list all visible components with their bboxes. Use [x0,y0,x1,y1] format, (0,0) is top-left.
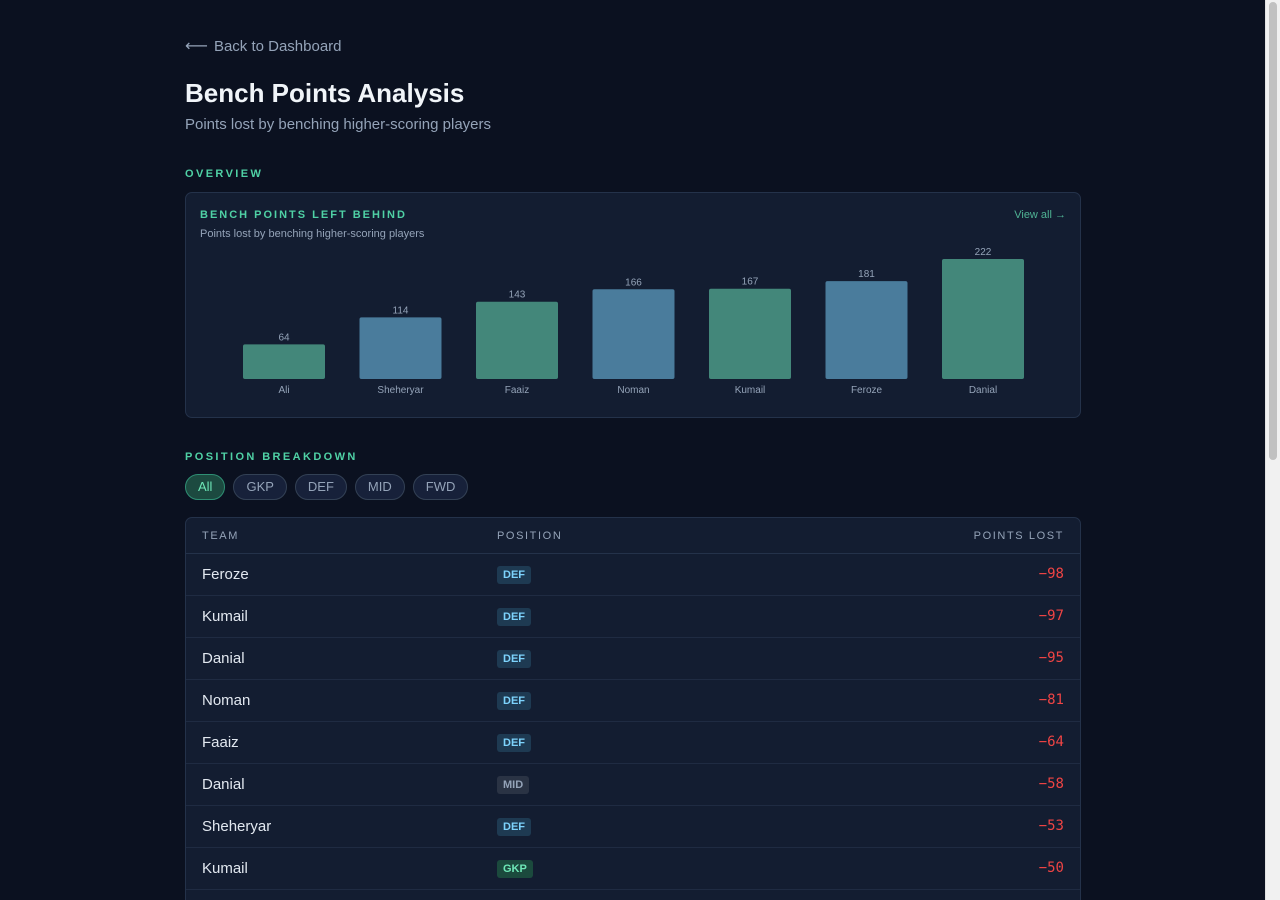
bar-category-label: Ali [278,385,289,396]
chart-card-subtitle: Points lost by benching higher-scoring p… [200,228,425,240]
bench-points-chart-card: BENCH POINTS LEFT BEHIND Points lost by … [185,192,1081,418]
position-filter-group: All GKP DEF MID FWD [185,474,469,500]
back-link-label: Back to Dashboard [213,38,342,55]
filter-pill-gkp[interactable]: GKP [233,474,287,500]
bar-value-label: 181 [858,269,875,280]
table-row[interactable]: Faaiz DEF −64 [186,722,1080,764]
filter-pill-def[interactable]: DEF [294,474,347,500]
bar-category-label: Danial [969,385,997,396]
points-lost-value: −50 [1038,860,1064,876]
bar-value-label: 166 [625,277,642,288]
vertical-scrollbar[interactable] [1265,0,1280,900]
table-body: Feroze DEF −98 Kumail DEF −97 Danial DEF −95 Noma… [186,554,1080,900]
team-name: Feroze [202,566,249,583]
column-header-position: POSITION [497,530,563,542]
team-name: Kumail [202,860,248,877]
table-row[interactable]: Danial MID −58 [186,764,1080,806]
view-all-link[interactable]: View all → [1014,209,1066,221]
table-header: TEAM POSITION POINTS LOST [186,518,1080,554]
table-row[interactable]: Kumail GKP −50 [186,848,1080,890]
points-lost-value: −64 [1038,734,1064,750]
bench-points-bar-chart: 64 Ali 114 Sheheryar 143 Faaiz 166 Noman 167 Kuma… [243,247,1024,396]
position-badge: DEF [497,650,531,668]
position-badge: DEF [497,818,531,836]
bar-kumail[interactable] [709,288,791,379]
points-lost-value: −58 [1038,776,1064,792]
column-header-points-lost: POINTS LOST [973,530,1064,542]
position-badge: DEF [497,692,531,710]
chart-card-title: BENCH POINTS LEFT BEHIND [200,209,407,221]
position-breakdown-section-label: POSITION BREAKDOWN [185,451,358,463]
table-row[interactable]: NomanMID−48 [186,890,1080,900]
bar-ali[interactable] [243,344,325,379]
bar-value-label: 64 [278,332,290,343]
position-badge: MID [497,776,530,794]
bar-category-label: Feroze [851,385,883,396]
points-lost-value: −98 [1038,566,1064,582]
filter-pill-fwd[interactable]: FWD [412,474,469,500]
page-subtitle: Points lost by benching higher-scoring p… [185,116,491,133]
bar-faaiz[interactable] [476,301,558,379]
bar-category-label: Noman [617,385,649,396]
table-row[interactable]: Danial DEF −95 [186,638,1080,680]
position-badge: DEF [497,608,531,626]
position-badge: DEF [497,566,531,584]
bar-category-label: Sheheryar [377,385,424,396]
bar-category-label: Kumail [735,385,766,396]
team-name: Sheheryar [202,818,272,835]
team-name: Danial [202,650,245,667]
page-title: Bench Points Analysis [185,78,465,108]
team-name: Noman [202,692,251,709]
position-badge: GKP [497,860,533,878]
bar-value-label: 143 [509,290,526,301]
bar-value-label: 167 [742,277,759,288]
scrollbar-thumb[interactable] [1269,2,1277,460]
bar-category-label: Faaiz [505,385,529,396]
table-row[interactable]: Noman DEF −81 [186,680,1080,722]
table-row[interactable]: Kumail DEF −97 [186,596,1080,638]
filter-pill-mid[interactable]: MID [354,474,405,500]
bar-danial[interactable] [942,259,1024,379]
bar-noman[interactable] [592,289,675,379]
position-badge: DEF [497,734,531,752]
bar-feroze[interactable] [825,281,908,379]
team-name: Kumail [202,608,248,625]
back-to-dashboard-link[interactable]: ⟵ Back to Dashboard [185,36,342,56]
points-lost-value: −81 [1038,692,1064,708]
points-lost-value: −95 [1038,650,1064,666]
bar-value-label: 114 [393,305,409,316]
filter-pill-all[interactable]: All [185,474,226,500]
table-row[interactable]: Feroze DEF −98 [186,554,1080,596]
points-lost-value: −97 [1038,608,1064,624]
bar-sheheryar[interactable] [359,317,442,379]
team-name: Danial [202,776,245,793]
arrow-left-icon: ⟵ [185,38,208,55]
team-name: Faaiz [202,734,239,751]
points-lost-value: −53 [1038,818,1064,834]
bar-value-label: 222 [975,247,992,258]
table-row[interactable]: Sheheryar DEF −53 [186,806,1080,848]
overview-section-label: OVERVIEW [185,168,264,180]
points-lost-table: TEAM POSITION POINTS LOST Feroze DEF −98 Ku… [185,517,1081,900]
column-header-team: TEAM [202,530,239,542]
